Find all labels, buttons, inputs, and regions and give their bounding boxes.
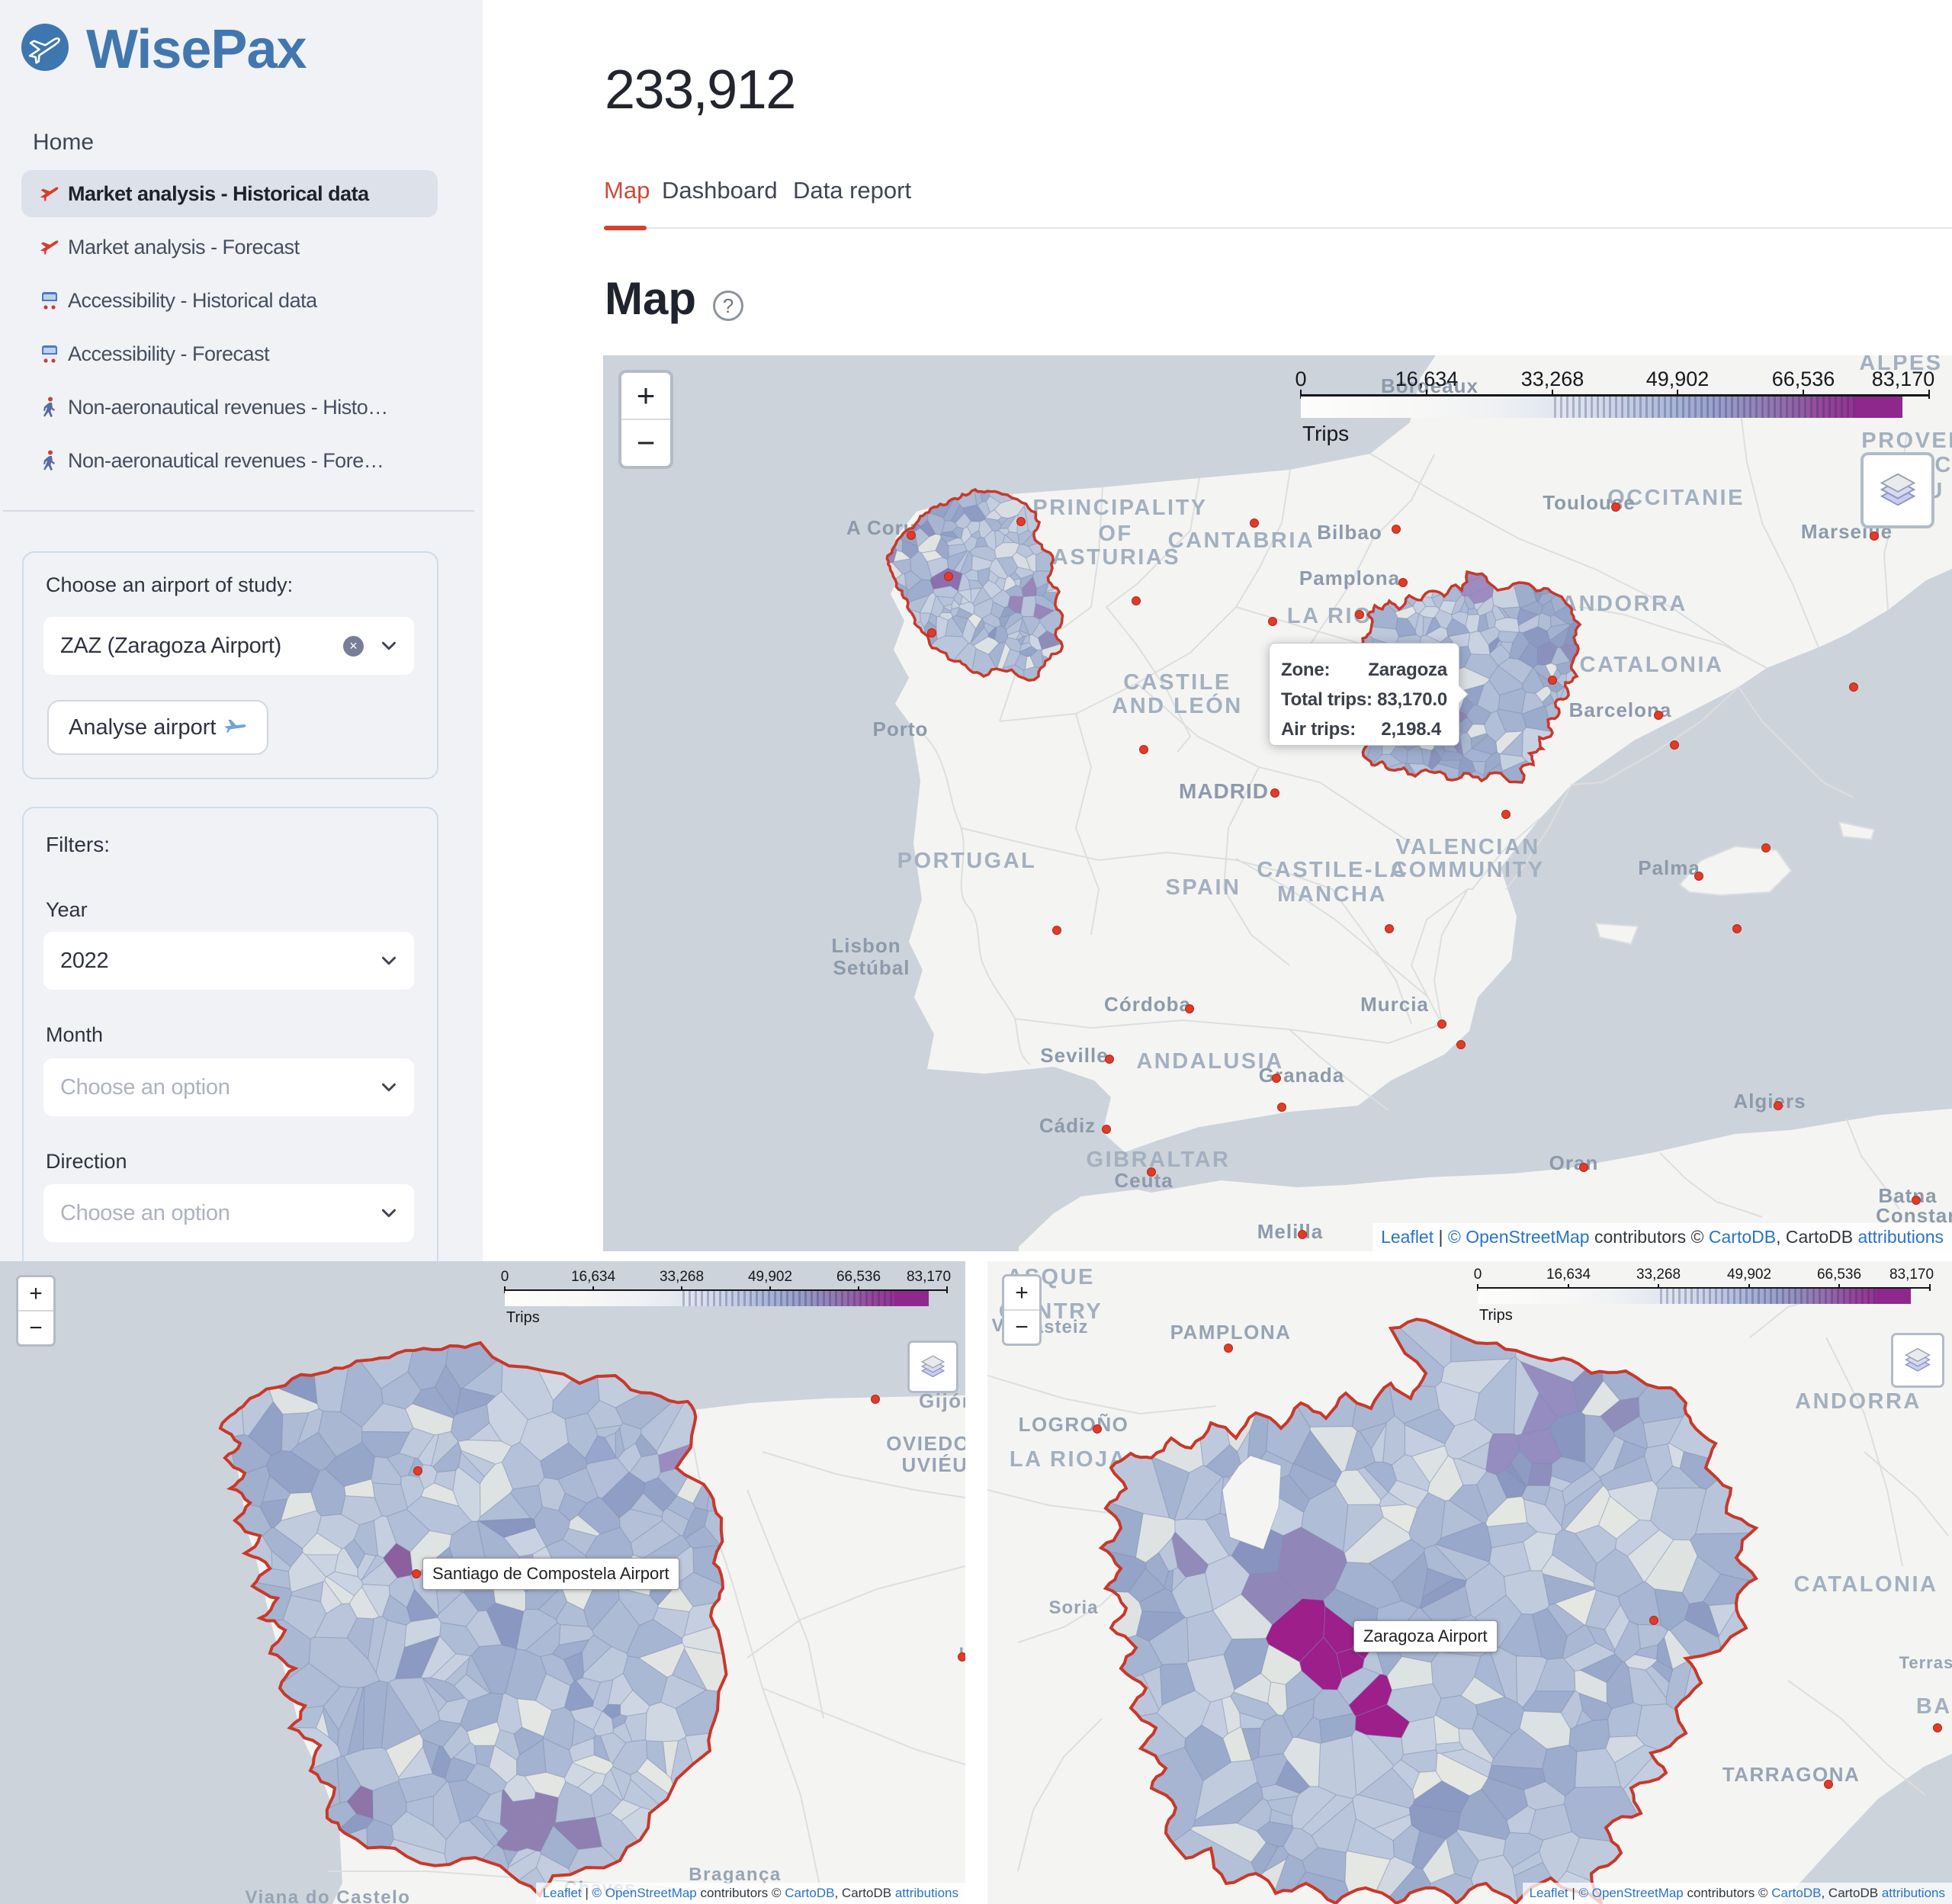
svg-text:Algiers: Algiers xyxy=(1733,1090,1806,1113)
svg-text:PROVEN: PROVEN xyxy=(1861,429,1952,453)
svg-text:Bilbao: Bilbao xyxy=(1317,521,1382,544)
svg-text:Seville: Seville xyxy=(1040,1044,1108,1067)
svg-text:TARRAGONA: TARRAGONA xyxy=(1722,1763,1860,1786)
svg-text:Córdoba: Córdoba xyxy=(1104,993,1191,1016)
svg-text:ANDORRA: ANDORRA xyxy=(1561,592,1687,616)
svg-text:OVIEDO /: OVIEDO / xyxy=(886,1432,965,1455)
svg-text:Batna: Batna xyxy=(1878,1184,1937,1207)
svg-text:Cádiz: Cádiz xyxy=(1039,1114,1096,1137)
svg-text:Setúbal: Setúbal xyxy=(833,956,910,979)
svg-text:PRINCIPALITY: PRINCIPALITY xyxy=(1032,496,1207,520)
svg-text:PAMPLONA: PAMPLONA xyxy=(1170,1321,1292,1344)
svg-text:OF: OF xyxy=(1098,522,1132,546)
svg-text:Bragança: Bragança xyxy=(689,1864,781,1885)
svg-text:Gijón: Gijón xyxy=(919,1389,965,1412)
svg-text:LOGROÑO: LOGROÑO xyxy=(1019,1413,1129,1436)
svg-text:GIBRALTAR: GIBRALTAR xyxy=(1087,1148,1231,1172)
svg-text:Murcia: Murcia xyxy=(1360,993,1429,1016)
svg-text:ASTURIAS: ASTURIAS xyxy=(1052,545,1180,570)
svg-text:Palma: Palma xyxy=(1638,856,1700,879)
svg-text:Bordeaux: Bordeaux xyxy=(1381,374,1478,397)
svg-text:PORTUGAL: PORTUGAL xyxy=(897,849,1037,873)
svg-text:Granada: Granada xyxy=(1259,1064,1345,1087)
svg-text:AND LEÓN: AND LEÓN xyxy=(1112,692,1242,718)
svg-text:LA RIOJA: LA RIOJA xyxy=(1010,1447,1127,1472)
svg-text:ALPES: ALPES xyxy=(1859,355,1942,375)
svg-text:CANTABRIA: CANTABRIA xyxy=(1168,528,1315,553)
svg-text:CASTILE-LA: CASTILE-LA xyxy=(1257,858,1407,882)
svg-text:COMMUNITY: COMMUNITY xyxy=(1391,858,1544,882)
svg-text:Ceuta: Ceuta xyxy=(1114,1169,1173,1192)
svg-text:Pamplona: Pamplona xyxy=(1299,567,1400,589)
svg-text:VALENCIAN: VALENCIAN xyxy=(1395,835,1540,859)
svg-text:BAR: BAR xyxy=(1916,1694,1952,1719)
svg-text:Terrass: Terrass xyxy=(1899,1653,1952,1672)
svg-text:SPAIN: SPAIN xyxy=(1166,875,1241,900)
svg-text:Melilla: Melilla xyxy=(1257,1220,1323,1243)
svg-text:Oran: Oran xyxy=(1549,1151,1599,1174)
svg-text:V: V xyxy=(991,1315,1004,1336)
svg-text:UVIÉU: UVIÉU xyxy=(902,1453,965,1476)
svg-text:Soria: Soria xyxy=(1048,1597,1098,1618)
svg-text:MANCHA: MANCHA xyxy=(1277,882,1387,907)
svg-text:MADRID: MADRID xyxy=(1179,779,1269,803)
svg-text:CATALONIA: CATALONIA xyxy=(1794,1572,1938,1597)
svg-text:CASTILE: CASTILE xyxy=(1123,670,1231,695)
svg-text:CATALONIA: CATALONIA xyxy=(1580,653,1724,677)
svg-text:OCCITANIE: OCCITANIE xyxy=(1607,486,1745,510)
svg-text:Viana do Castelo: Viana do Castelo xyxy=(246,1887,411,1904)
svg-text:Lisbon: Lisbon xyxy=(831,934,901,957)
svg-text:ANDALUSIA: ANDALUSIA xyxy=(1136,1049,1283,1074)
svg-text:Porto: Porto xyxy=(873,718,929,740)
svg-text:Toulouse: Toulouse xyxy=(1543,491,1636,514)
svg-text:Barcelona: Barcelona xyxy=(1569,698,1672,721)
svg-text:ANDORRA: ANDORRA xyxy=(1795,1389,1922,1414)
